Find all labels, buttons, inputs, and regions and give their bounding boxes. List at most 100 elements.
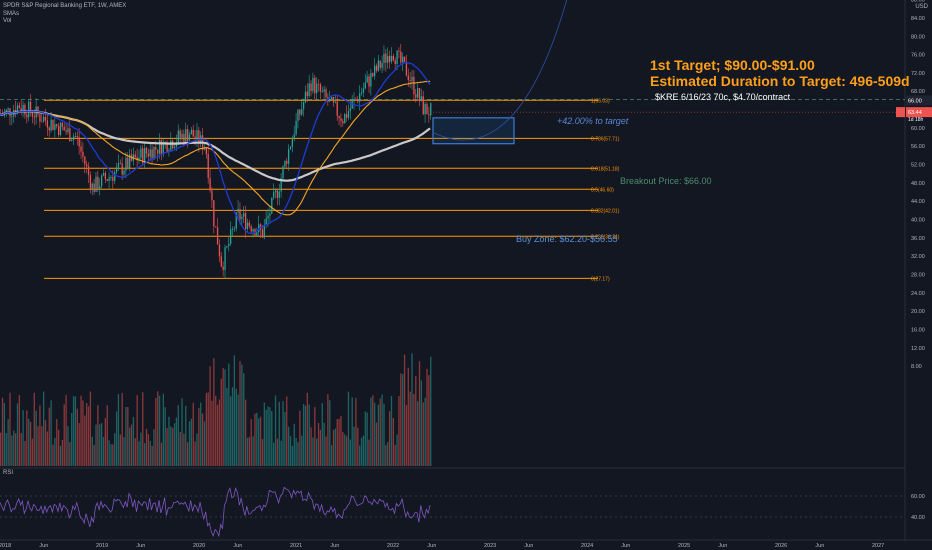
volume-bar: [319, 429, 322, 466]
candle-body: [347, 111, 350, 118]
current-price-badge: 63.44: [908, 110, 922, 116]
fib-label: 0.618(51.18): [591, 166, 620, 172]
volume-bar: [61, 440, 64, 466]
volume-bar: [286, 396, 288, 466]
candle-body: [418, 88, 421, 101]
legend-symbol: SPDR S&P Regional Banking ETF, 1W, AMEX: [3, 3, 127, 9]
rsi-label: RSI: [3, 470, 14, 476]
volume-bar: [323, 422, 325, 466]
volume-bar: [67, 426, 69, 466]
candle-body: [385, 53, 387, 63]
x-tick-label: 2025: [678, 543, 690, 549]
volume-bar: [115, 411, 118, 466]
volume-bar: [203, 421, 206, 466]
candle-body: [413, 76, 415, 95]
candle-body: [278, 191, 280, 198]
volume-bar: [314, 407, 316, 466]
volume-bar: [360, 437, 363, 466]
volume-bar: [372, 395, 374, 466]
candle-body: [65, 130, 67, 133]
volume-bar: [65, 394, 67, 466]
volume-bar: [211, 400, 213, 466]
candle-body: [121, 163, 123, 175]
candle-body: [398, 50, 400, 52]
volume-bar: [209, 366, 211, 466]
y-tick-label: 12.00: [911, 346, 925, 352]
x-tick-label: Jun: [233, 543, 242, 549]
candle-body: [142, 148, 144, 163]
candle-body: [44, 116, 47, 121]
volume-bar: [166, 428, 168, 466]
y-tick-label: 56.00: [911, 144, 925, 150]
x-tick-label: Jun: [330, 543, 339, 549]
candle-body: [119, 163, 121, 165]
candle-body: [377, 60, 380, 71]
candle-body: [329, 99, 331, 102]
candle-body: [153, 147, 155, 160]
volume-bar: [54, 437, 56, 466]
sma-mid-line: [0, 80, 431, 216]
volume-bar: [409, 391, 411, 466]
candle-body: [190, 129, 193, 135]
candle-body: [379, 60, 381, 68]
volume-bar: [201, 413, 204, 466]
volume-bar: [13, 430, 15, 466]
volume-bar: [428, 375, 430, 466]
x-tick-label: Jun: [524, 543, 533, 549]
volume-bar: [106, 405, 108, 466]
y-tick-label: 16.00: [911, 328, 925, 334]
candle-body: [366, 76, 368, 83]
candle-body: [342, 121, 344, 124]
volume-bar: [400, 373, 402, 466]
volume-bar: [142, 392, 144, 466]
volume-bar: [143, 443, 146, 466]
volume-bar: [72, 396, 75, 466]
candle-body: [271, 197, 273, 214]
volume-bar: [344, 434, 346, 466]
candle-body: [244, 213, 247, 230]
volume-bar: [91, 436, 93, 466]
volume-bar: [134, 438, 136, 466]
volume-bar: [200, 402, 202, 466]
candle-body: [87, 166, 90, 175]
candle-body: [16, 105, 19, 114]
volume-bar: [218, 399, 221, 466]
candle-body: [181, 133, 183, 138]
candle-body: [374, 65, 376, 77]
candle-body: [256, 232, 258, 236]
candle-body: [149, 149, 151, 157]
x-tick-label: Jun: [718, 543, 727, 549]
candle-body: [375, 65, 378, 71]
volume-bar: [162, 393, 164, 466]
volume-bar: [271, 410, 273, 466]
candle-body: [194, 136, 196, 139]
candle-body: [143, 147, 146, 163]
candle-body: [422, 96, 424, 115]
candle-body: [188, 134, 191, 141]
volume-bar: [149, 440, 151, 466]
candle-body: [330, 96, 333, 100]
volume-bar: [362, 435, 365, 466]
volume-bar: [403, 354, 406, 466]
volume-bar: [145, 429, 148, 466]
y-tick-label: 20.00: [911, 309, 925, 315]
candle-body: [304, 91, 307, 103]
pct-to-target-annotation: +42.00% to target: [557, 116, 629, 126]
candle-body: [95, 176, 97, 192]
volume-bar: [411, 353, 413, 466]
volume-bar: [224, 369, 226, 466]
candle-body: [157, 149, 159, 154]
candle-body: [274, 190, 277, 193]
volume-bar: [222, 367, 224, 466]
candle-body: [205, 147, 207, 155]
volume-bar: [387, 441, 389, 466]
volume-bar: [155, 397, 157, 466]
volume-bar: [370, 397, 372, 466]
candle-body: [287, 149, 290, 164]
fib-label: 0.382(42.01): [591, 208, 620, 214]
volume-bar: [420, 380, 423, 466]
candle-body: [280, 178, 282, 192]
volume-bar: [364, 411, 366, 466]
volume-bar: [80, 395, 82, 466]
